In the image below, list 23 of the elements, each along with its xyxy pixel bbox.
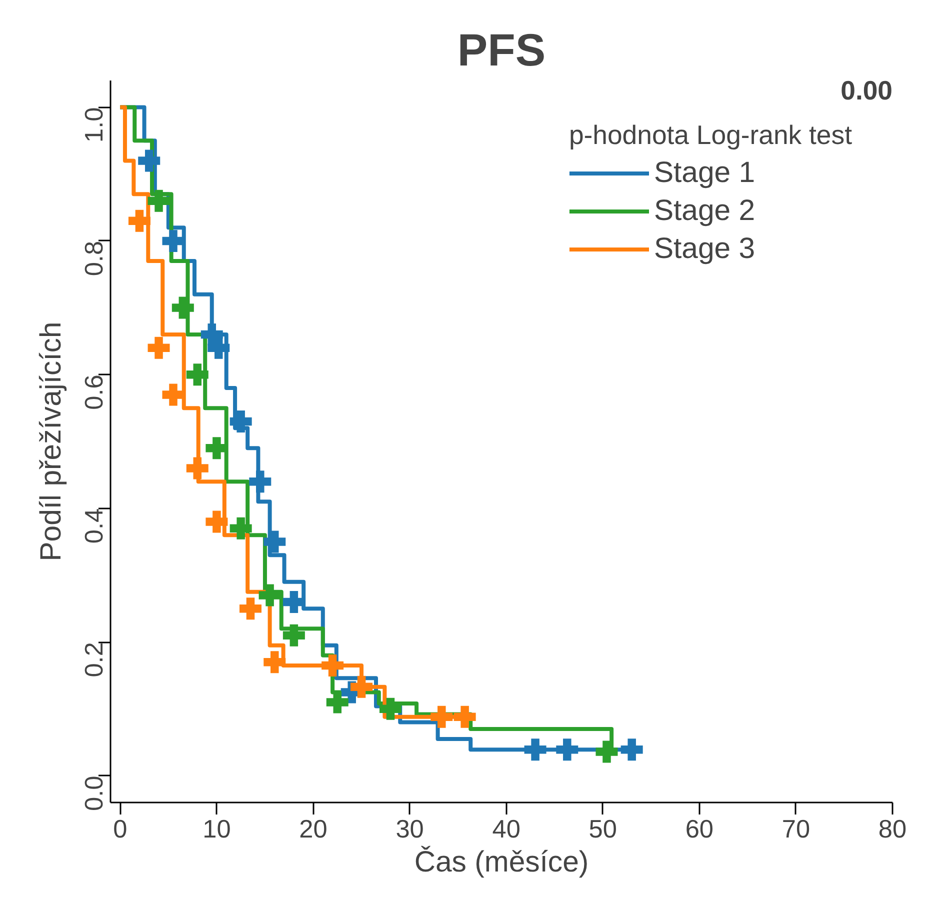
y-tick-label: 0.8 (80, 240, 108, 276)
y-axis-title: Podíl přežívajících (34, 322, 68, 562)
y-tick-label: 0.2 (80, 642, 108, 678)
x-tick-label: 10 (202, 816, 231, 844)
legend-label: Stage 3 (654, 232, 756, 266)
x-axis-title: Čas (měsíce) (414, 846, 589, 878)
x-tick-label: 0 (113, 816, 128, 844)
chart-title: PFS (457, 24, 546, 76)
y-tick-label: 1.0 (80, 107, 108, 142)
x-tick-label: 60 (685, 816, 714, 844)
annotation: 0.00 (840, 76, 893, 106)
x-tick-label: 80 (878, 816, 907, 844)
y-tick-label: 0.0 (80, 776, 108, 811)
legend-title: p-hodnota Log-rank test (568, 120, 852, 151)
x-tick-label: 40 (492, 816, 520, 844)
y-tick-label: 0.6 (80, 374, 108, 410)
legend-label: Stage 1 (654, 156, 756, 190)
y-tick-label: 0.4 (80, 508, 108, 544)
x-tick-label: 30 (396, 816, 424, 844)
legend-label: Stage 2 (654, 194, 756, 228)
x-tick-label: 20 (299, 816, 328, 844)
x-tick-label: 70 (782, 816, 810, 844)
x-tick-label: 50 (588, 816, 617, 844)
